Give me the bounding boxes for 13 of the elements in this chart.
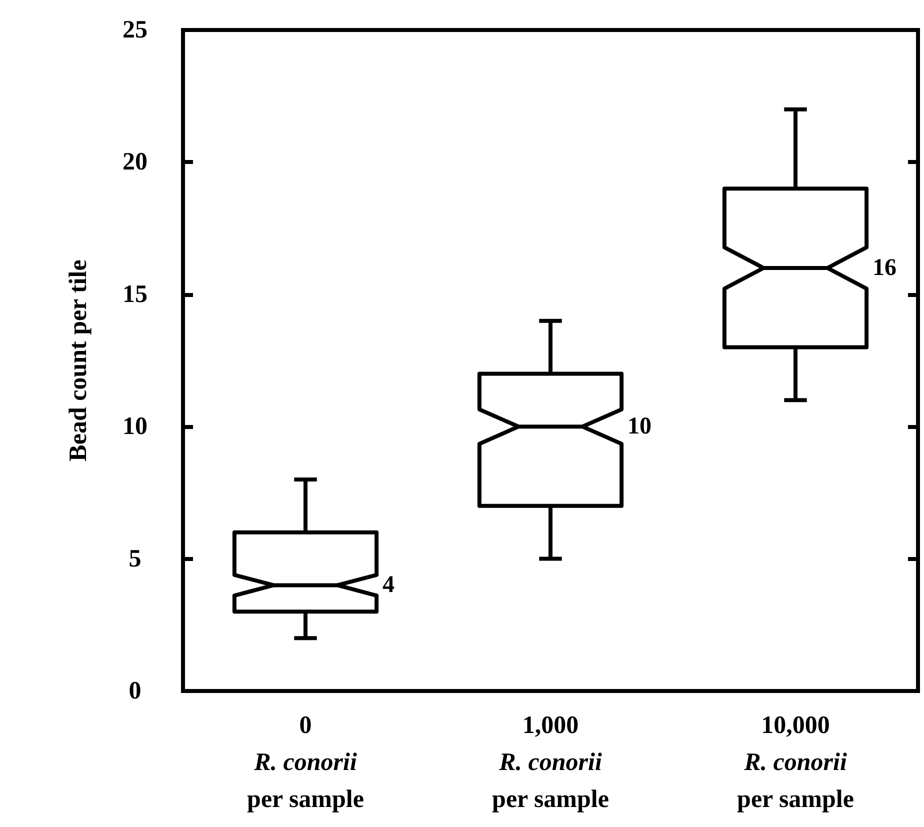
y-tick-label: 5 bbox=[128, 545, 142, 572]
x-tick-label: 0 R. conorii per sample bbox=[247, 712, 364, 813]
y-tick-label: 15 bbox=[122, 280, 148, 308]
y-tick-label: 25 bbox=[122, 16, 148, 44]
x-tick-label: 1,000 R. conorii per sample bbox=[492, 712, 609, 813]
text: 16 bbox=[872, 254, 897, 281]
y-tick-label: 10 bbox=[122, 413, 148, 440]
y-axis-title: Bead count per tile bbox=[65, 260, 92, 462]
y-tick-label: 0 bbox=[128, 678, 142, 704]
text: 10 bbox=[628, 414, 652, 440]
x-tick-label: 10,000 R. conorii per sample bbox=[737, 712, 854, 813]
text: 4 bbox=[382, 572, 395, 598]
y-tick-label: 20 bbox=[122, 148, 148, 176]
